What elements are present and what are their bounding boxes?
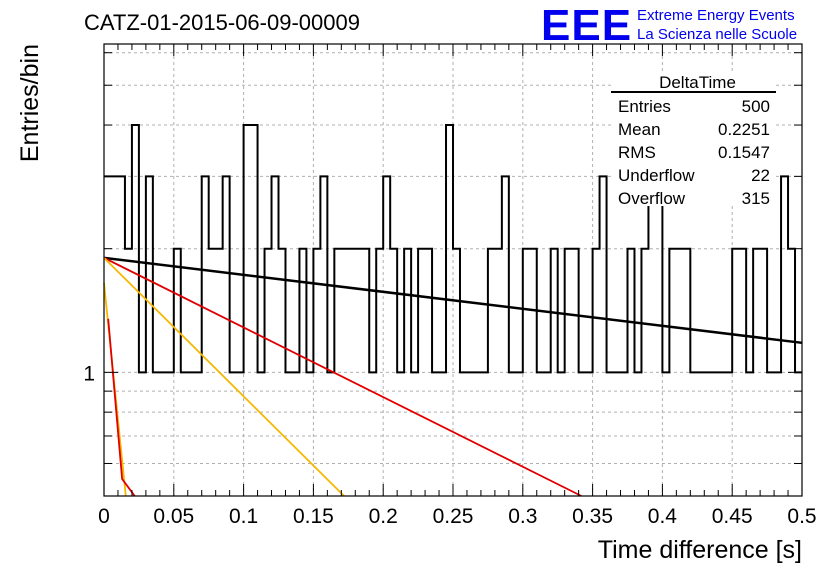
y-axis-title: Entries/bin — [16, 44, 44, 162]
stats-box — [611, 74, 776, 206]
eee-logo: EEE Extreme Energy Events La Scienza nel… — [541, 1, 831, 50]
fit-curve-orange — [103, 257, 345, 497]
x-tick-label: 0.35 — [572, 505, 613, 528]
chart-title: CATZ-01-2015-06-09-00009 — [84, 10, 360, 35]
logo-mark: EEE — [541, 1, 633, 50]
x-tick-label: 0.05 — [153, 505, 194, 528]
stats-row-value: 0.1547 — [718, 143, 770, 162]
stats-row-label: Underflow — [618, 166, 695, 185]
x-tick-label: 0.3 — [508, 505, 537, 528]
fit-curve-red — [103, 257, 582, 497]
stats-row-label: RMS — [618, 143, 656, 162]
logo-line-2: La Scienza nelle Scuole — [637, 26, 798, 43]
x-tick-label: 0.4 — [648, 505, 678, 528]
histogram-series — [104, 124, 802, 374]
x-tick-label: 0.25 — [433, 505, 474, 528]
fit-curve-black — [103, 256, 803, 345]
logo-line-1: Extreme Energy Events — [637, 7, 795, 24]
y-tick-label: 1 — [83, 362, 95, 385]
x-tick-label: 0.15 — [293, 505, 334, 528]
stats-row-value: 0.2251 — [718, 120, 770, 139]
stats-row-value: 500 — [742, 97, 770, 116]
x-tick-label: 0.45 — [712, 505, 753, 528]
stats-row-label: Entries — [618, 97, 671, 116]
x-tick-label: 0.2 — [369, 505, 398, 528]
x-tick-label: 0 — [98, 505, 110, 528]
stats-box-title: DeltaTime — [659, 73, 736, 92]
x-tick-label: 0.5 — [787, 505, 816, 528]
stats-row-label: Mean — [618, 120, 661, 139]
stats-row-value: 22 — [751, 166, 770, 185]
stats-row-value: 315 — [742, 189, 770, 208]
x-tick-label: 0.1 — [229, 505, 258, 528]
stats-row-label: Overflow — [618, 189, 686, 208]
x-axis-title: Time difference [s] — [598, 536, 802, 564]
